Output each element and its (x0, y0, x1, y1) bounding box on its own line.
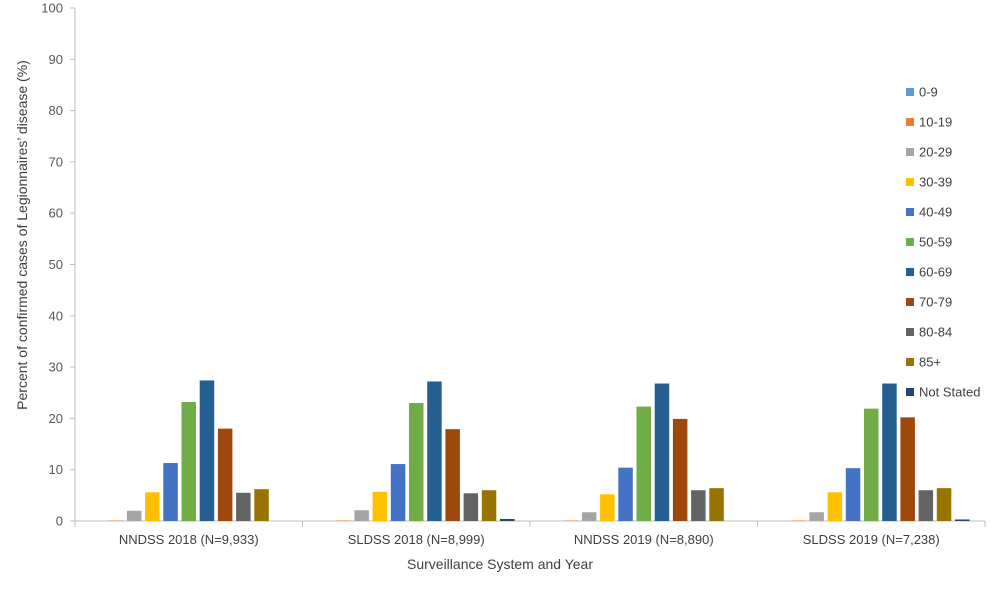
bar (581, 512, 597, 521)
legend-label: 0-9 (919, 85, 938, 100)
legend-swatch (906, 328, 914, 336)
bar (336, 520, 351, 521)
bar (900, 417, 915, 521)
category-label: NNDSS 2019 (N=8,890) (574, 532, 714, 547)
bar (445, 429, 460, 521)
bar (236, 492, 251, 521)
y-tick-label: 20 (49, 411, 63, 426)
bar (427, 381, 442, 521)
bar (500, 518, 515, 521)
bar (936, 488, 952, 521)
bar (409, 403, 424, 521)
bar (600, 494, 615, 521)
bar (481, 490, 497, 521)
legend-label: 20-29 (919, 145, 952, 160)
category-label: SLDSS 2019 (N=7,238) (803, 532, 940, 547)
y-tick-label: 80 (49, 103, 63, 118)
bar (918, 490, 934, 521)
y-tick-label: 90 (49, 52, 63, 67)
bar (217, 428, 233, 521)
y-tick-label: 10 (49, 462, 63, 477)
category-labels: NNDSS 2018 (N=9,933) SLDSS 2018 (N=8,999)… (119, 532, 940, 547)
legend-label: 70-79 (919, 295, 952, 310)
legend-swatch (906, 118, 914, 126)
bar (955, 519, 970, 521)
y-tick-label: 30 (49, 360, 63, 375)
y-tick-label: 100 (41, 1, 63, 16)
bar (672, 418, 688, 521)
bar (254, 489, 269, 521)
bar (845, 468, 861, 521)
legend-swatch (906, 298, 914, 306)
legend-label: Not Stated (919, 385, 980, 400)
legend-swatch (906, 208, 914, 216)
y-tick-label: 0 (56, 514, 63, 529)
legend-label: 85+ (919, 355, 941, 370)
bar (636, 406, 651, 521)
legend-swatch (906, 268, 914, 276)
bar (181, 401, 196, 521)
legend: 0-9 10-19 20-29 30-39 40-49 50-59 60-69 70-79 80… (906, 85, 980, 400)
bar (691, 490, 706, 521)
bar (199, 380, 215, 521)
bar (463, 493, 479, 521)
legend-label: 10-19 (919, 115, 952, 130)
y-tick-label: 50 (49, 257, 63, 272)
bar (618, 467, 633, 521)
y-tick-label: 70 (49, 154, 63, 169)
legend-label: 40-49 (919, 205, 952, 220)
bar (809, 512, 824, 521)
legend-label: 60-69 (919, 265, 952, 280)
bar (354, 510, 369, 521)
legend-swatch (906, 88, 914, 96)
x-axis (74, 520, 986, 527)
bar (145, 492, 160, 521)
legend-swatch (906, 148, 914, 156)
legend-label: 80-84 (919, 325, 952, 340)
legend-swatch (906, 388, 914, 396)
bar (654, 383, 670, 521)
legend-swatch (906, 178, 914, 186)
y-axis-title: Percent of confirmed cases of Legionnair… (14, 60, 30, 410)
bar (882, 383, 897, 521)
legend-swatch (906, 358, 914, 366)
category-label: SLDSS 2018 (N=8,999) (348, 532, 485, 547)
legend-swatch (906, 238, 914, 246)
y-axis: 0 10 20 30 40 50 60 70 80 90 100 (41, 1, 76, 529)
legend-label: 30-39 (919, 175, 952, 190)
bar (709, 488, 724, 521)
y-tick-label: 40 (49, 308, 63, 323)
y-tick-label: 60 (49, 206, 63, 221)
bar (108, 520, 124, 521)
bar (126, 510, 142, 521)
bar (864, 408, 879, 521)
bar (372, 491, 388, 521)
legend-label: 50-59 (919, 235, 952, 250)
bar (390, 464, 406, 521)
category-label: NNDSS 2018 (N=9,933) (119, 532, 259, 547)
bar (791, 520, 806, 521)
bar (563, 520, 579, 521)
bar (827, 492, 843, 521)
x-axis-title: Surveillance System and Year (407, 556, 593, 572)
bars (108, 380, 970, 521)
bar (163, 463, 178, 521)
